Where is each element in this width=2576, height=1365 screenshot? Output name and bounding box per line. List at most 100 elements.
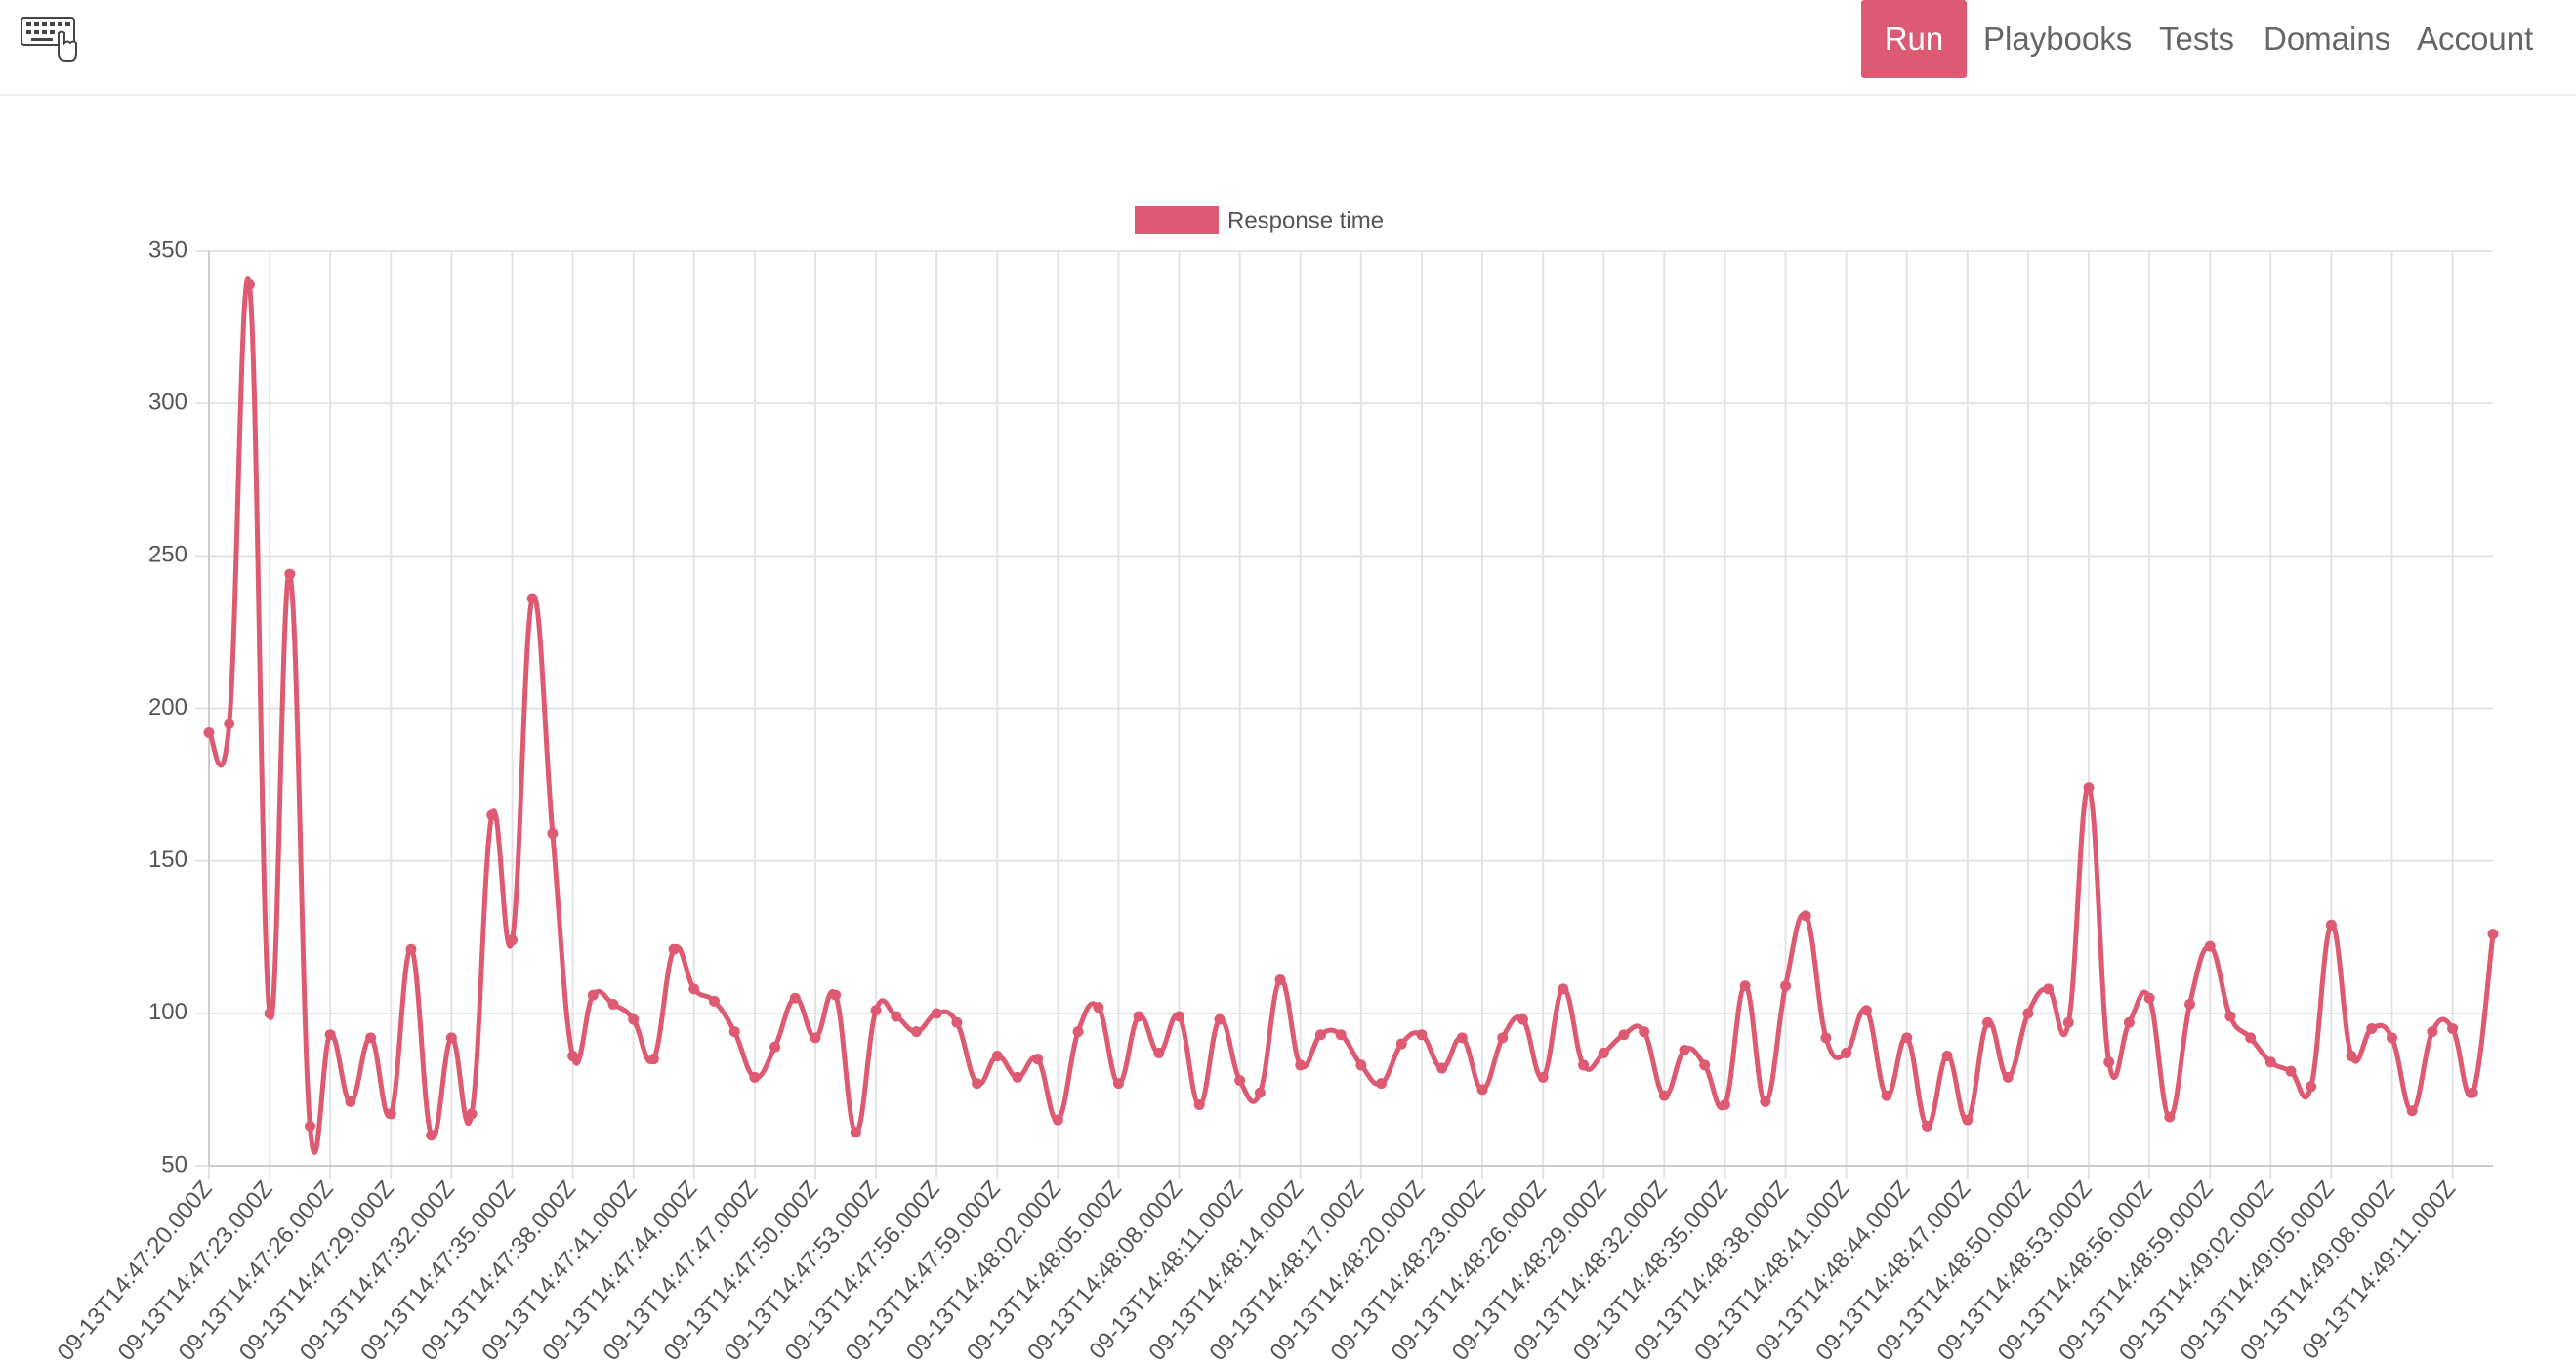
y-tick-label: 200 (148, 694, 187, 721)
point (2366, 1022, 2378, 1034)
point (345, 1096, 356, 1107)
point (466, 1108, 478, 1120)
y-tick-label: 100 (148, 999, 187, 1025)
point (2346, 1051, 2357, 1062)
logo[interactable] (20, 14, 78, 64)
point (1598, 1047, 1609, 1058)
point (1476, 1084, 1488, 1096)
point (2103, 1056, 2115, 1068)
point (1174, 1011, 1185, 1022)
point (910, 1026, 922, 1038)
point (1962, 1114, 1974, 1126)
legend-swatch (1135, 206, 1219, 234)
point (1760, 1096, 1771, 1107)
point (1274, 973, 1286, 985)
nav-link[interactable]: Account (2417, 21, 2534, 57)
point (1982, 1016, 1994, 1028)
point (2447, 1022, 2459, 1034)
point (891, 1011, 902, 1022)
point (1820, 1032, 1832, 1044)
point (2123, 1016, 2135, 1028)
point (1314, 1029, 1326, 1041)
y-tick-label: 250 (148, 542, 187, 568)
point (1072, 1026, 1084, 1038)
nav-run[interactable]: Run (1861, 0, 1967, 78)
point (243, 278, 255, 290)
point (2043, 983, 2055, 995)
navbar: Run Playbooks Tests Domains Account (0, 0, 2576, 96)
point (1214, 1013, 1226, 1025)
point (1234, 1075, 1246, 1087)
nav-link[interactable]: Playbooks (1983, 21, 2133, 57)
point (1112, 1078, 1124, 1090)
point (1679, 1044, 1690, 1055)
point (668, 943, 680, 955)
point (647, 1054, 659, 1065)
point (769, 1041, 781, 1053)
point (264, 1008, 275, 1019)
point (2285, 1065, 2297, 1077)
point (1497, 1032, 1509, 1044)
point (728, 1026, 740, 1038)
point (628, 1013, 640, 1025)
point (2204, 940, 2216, 952)
point (506, 934, 518, 946)
point (1699, 1059, 1711, 1071)
point (426, 1130, 437, 1141)
point (385, 1108, 396, 1120)
point (688, 983, 700, 995)
point (749, 1071, 761, 1083)
point (1395, 1038, 1407, 1050)
point (2224, 1011, 2236, 1022)
point (1355, 1059, 1367, 1071)
point (1921, 1120, 1932, 1132)
point (1618, 1029, 1630, 1041)
point (365, 1032, 377, 1044)
point (2406, 1105, 2418, 1117)
point (2062, 1016, 2074, 1028)
point (304, 1120, 315, 1132)
point (1639, 1026, 1650, 1038)
y-tick-label: 300 (148, 390, 187, 416)
point (850, 1127, 861, 1138)
nav-link[interactable]: Tests (2159, 21, 2235, 57)
point (486, 809, 498, 821)
nav-link[interactable]: Domains (2264, 21, 2391, 57)
y-tick-label: 350 (148, 236, 187, 263)
point (2487, 929, 2499, 940)
point (2022, 1008, 2034, 1019)
point (1841, 1047, 1852, 1058)
point (1295, 1059, 1307, 1071)
point (1517, 1013, 1528, 1025)
point (1416, 1029, 1428, 1041)
point (1052, 1114, 1063, 1126)
point (2184, 998, 2196, 1010)
point (2427, 1026, 2438, 1038)
point (1376, 1078, 1388, 1090)
point (2325, 919, 2337, 931)
point (1254, 1087, 1266, 1098)
point (1558, 983, 1569, 995)
point (445, 1032, 457, 1044)
point (405, 943, 417, 955)
point (1881, 1090, 1892, 1101)
point (2002, 1071, 2014, 1083)
point (951, 1016, 963, 1028)
point (1719, 1099, 1730, 1111)
y-tick-label: 150 (148, 847, 187, 873)
point (1153, 1047, 1165, 1058)
point (1739, 980, 1751, 992)
point (567, 1051, 579, 1062)
point (1012, 1071, 1023, 1083)
point (2245, 1032, 2257, 1044)
point (203, 726, 215, 738)
point (324, 1029, 336, 1041)
point (1941, 1051, 1953, 1062)
point (1800, 910, 1811, 922)
point (2083, 782, 2095, 794)
point (2387, 1032, 2398, 1044)
chart: 5010015020025030035009-13T14:47:20.000Z0… (53, 206, 2499, 1365)
point (607, 998, 619, 1010)
line (206, 276, 2496, 1155)
point (931, 1008, 942, 1019)
